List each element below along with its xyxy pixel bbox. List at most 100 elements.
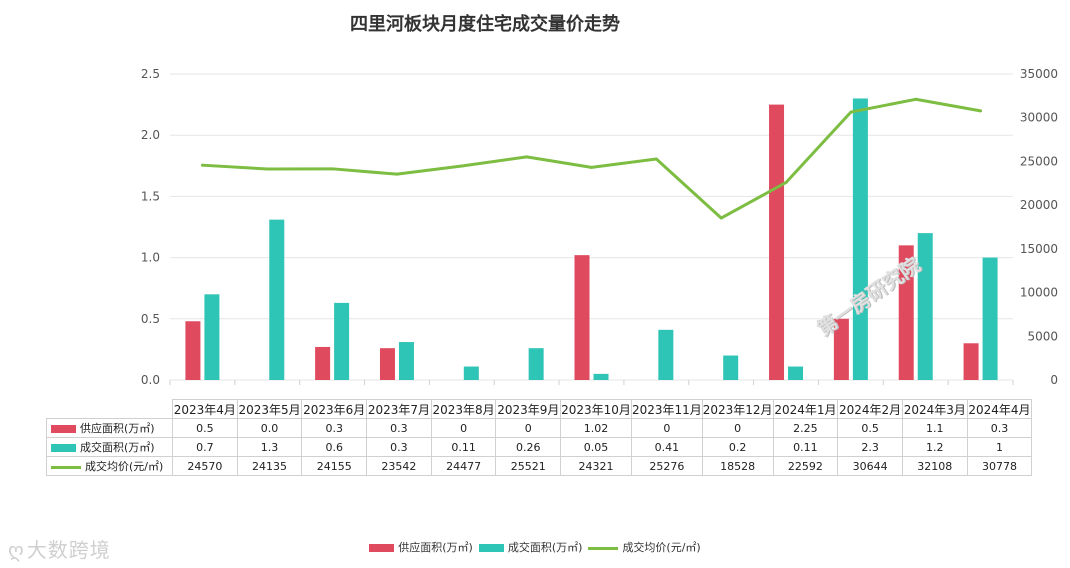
chart-legend: 供应面积(万㎡) 成交面积(万㎡) 成交均价(元/㎡): [0, 539, 1070, 555]
x-tick-label: 2023年4月: [172, 399, 238, 419]
y-right-tick-label: 5000: [1027, 329, 1058, 343]
y-right-tick-label: 0: [1050, 373, 1058, 387]
y-left-tick-label: 1.0: [141, 251, 160, 265]
data-label: 0.26: [495, 437, 562, 457]
bar-deal-2: [334, 302, 350, 380]
data-label: 2.3: [837, 437, 903, 457]
price-point-9: [784, 180, 788, 184]
x-tick-label: 2024年1月: [772, 399, 839, 419]
data-label: 0.7: [172, 437, 238, 457]
price-point-3: [395, 172, 399, 176]
series-name: 成交均价(元/㎡): [85, 460, 164, 473]
data-label: 0.2: [701, 437, 774, 457]
y-right-tick-label: 30000: [1020, 111, 1058, 125]
data-label: 0.41: [630, 437, 703, 457]
table-row: 成交面积(万㎡) 0.7 1.3 0.6 0.3 0.11 0.26 0.05 0.41 0.2 0…: [46, 437, 1033, 457]
price-point-2: [330, 167, 334, 171]
bar-supply-12: [963, 343, 979, 380]
data-label: 0.3: [366, 437, 432, 457]
bar-supply-10: [833, 318, 849, 380]
legend-label: 成交面积(万㎡): [507, 541, 583, 554]
legend-item[interactable]: 供应面积(万㎡): [369, 539, 473, 555]
data-label: 24570: [172, 456, 238, 476]
legend-swatch: [478, 544, 504, 552]
bar-supply-0: [185, 321, 201, 380]
table-corner: [47, 400, 173, 419]
x-tick-label: 2024年3月: [901, 399, 968, 419]
y-right-tick-label: 20000: [1020, 198, 1058, 212]
bar-supply-3: [379, 348, 395, 380]
data-label: 0.11: [430, 437, 497, 457]
bar-deal-7: [658, 329, 674, 380]
y-left-tick-label: 0.5: [141, 312, 160, 326]
price-point-4: [460, 164, 464, 168]
bar-deal-9: [788, 366, 804, 380]
y-left-tick-label: 0.0: [141, 373, 160, 387]
table-row: 供应面积(万㎡) 0.5 0.0 0.3 0.3 0 0 1.02 0 0 2.25 0.5 1.1 0.…: [46, 418, 1033, 438]
bar-deal-0: [204, 294, 220, 380]
y-left-tick-label: 1.5: [141, 189, 160, 203]
price-point-12: [979, 109, 983, 113]
bar-deal-4: [463, 366, 479, 380]
legend-item[interactable]: 成交均价(元/㎡): [588, 539, 701, 555]
bar-supply-2: [315, 346, 331, 380]
data-table: 2023年4月 2023年5月 2023年6月 2023年7月 2023年8月 2023年…: [46, 399, 1033, 476]
price-point-8: [719, 216, 723, 220]
x-tick-label: 2024年4月: [966, 399, 1033, 419]
data-label: 0.5: [172, 418, 238, 438]
data-label: 1.2: [901, 437, 968, 457]
data-label: 1.1: [901, 418, 968, 438]
legend-item[interactable]: 成交面积(万㎡): [478, 539, 583, 555]
x-tick-label: 2023年7月: [366, 399, 432, 419]
x-tick-label: 2023年8月: [430, 399, 497, 419]
data-label: 25521: [495, 456, 562, 476]
data-label: 1: [966, 437, 1033, 457]
price-point-6: [590, 165, 593, 169]
data-label: 24155: [301, 456, 368, 476]
series-name: 成交面积(万㎡): [80, 441, 155, 454]
data-label: 32108: [901, 456, 968, 476]
data-label: 0: [701, 418, 774, 438]
watermark-left: ღ 大数跨境: [8, 534, 111, 563]
data-label: 30644: [837, 456, 903, 476]
x-tick-label: 2023年9月: [495, 399, 562, 419]
bar-supply-6: [574, 255, 590, 380]
data-label: 24135: [236, 456, 303, 476]
legend-swatch: [51, 444, 76, 452]
x-tick-label: 2023年6月: [301, 399, 368, 419]
legend-label: 成交均价(元/㎡): [622, 541, 701, 554]
x-tick-label: 2024年2月: [837, 399, 903, 419]
y-left-tick-label: 2.0: [141, 128, 160, 142]
legend-swatch: [369, 544, 395, 552]
y-right-tick-label: 10000: [1020, 286, 1058, 300]
table-row: 成交均价(元/㎡) 24570 24135 24155 23542 24477 25521 2…: [46, 456, 1033, 476]
bar-deal-3: [398, 342, 414, 380]
data-label: 24477: [430, 456, 497, 476]
bar-deal-11: [917, 233, 933, 380]
data-label: 0.0: [236, 418, 303, 438]
data-label: 22592: [772, 456, 839, 476]
data-label: 0.5: [837, 418, 903, 438]
data-label: 2.25: [772, 418, 839, 438]
x-tick-label: 2023年12月: [701, 399, 774, 419]
data-label: 1.02: [560, 418, 632, 438]
data-label: 18528: [701, 456, 774, 476]
price-point-10: [849, 110, 853, 114]
x-tick-label: 2023年5月: [236, 399, 303, 419]
data-label: 0: [495, 418, 562, 438]
chart-plot: 0.0 0.5 1.0 1.5 2.0 2.5 0 5000 10000 15000 20000 25…: [141, 67, 1058, 387]
bubble-logo-icon: ღ: [8, 538, 25, 562]
y-right-tick-label: 15000: [1020, 242, 1058, 256]
bar-deal-10: [852, 98, 868, 380]
table-header-row: 2023年4月 2023年5月 2023年6月 2023年7月 2023年8月 2023年…: [47, 399, 1033, 419]
data-label: 0.05: [560, 437, 632, 457]
price-point-7: [654, 157, 658, 161]
price-point-0: [200, 163, 204, 167]
legend-swatch: [51, 425, 76, 433]
y-right-tick-label: 25000: [1020, 154, 1058, 168]
data-label: 0.6: [301, 437, 368, 457]
price-point-5: [525, 155, 529, 159]
data-label: 0.3: [366, 418, 432, 438]
watermark-left-text: 大数跨境: [26, 538, 111, 562]
legend-label: 供应面积(万㎡): [398, 541, 473, 554]
